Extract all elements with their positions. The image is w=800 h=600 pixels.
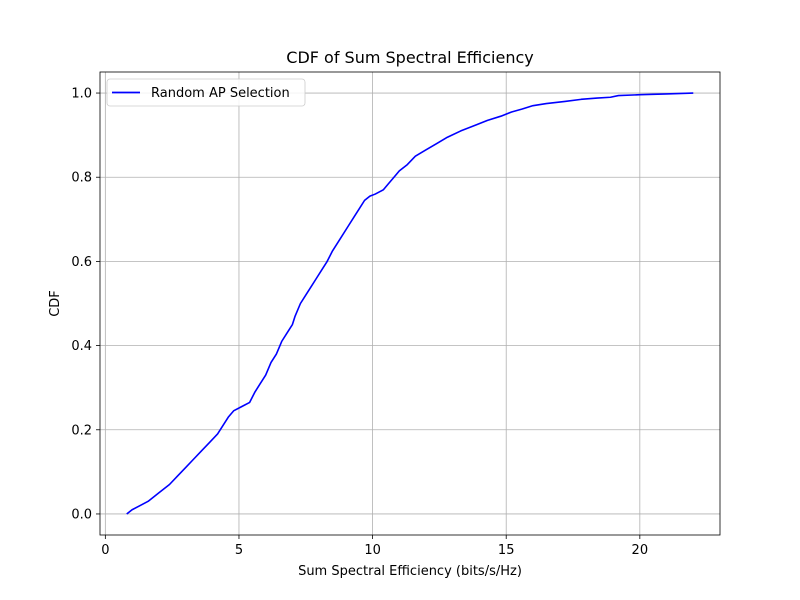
x-tick-label: 10 <box>364 543 381 558</box>
x-tick-label: 20 <box>632 543 649 558</box>
series-line-0 <box>126 92 694 515</box>
y-tick-label: 0.6 <box>71 255 92 270</box>
grid-lines <box>100 72 720 535</box>
y-tick-label: 0.8 <box>71 171 92 186</box>
x-tick-label: 5 <box>235 543 243 558</box>
y-tick-label: 0.0 <box>71 507 92 522</box>
y-tick-label: 0.4 <box>71 339 92 354</box>
legend: Random AP Selection <box>106 78 306 107</box>
legend-label: Random AP Selection <box>151 86 290 101</box>
series-layer <box>126 92 694 515</box>
x-tick-label: 15 <box>498 543 515 558</box>
x-axis-label: Sum Spectral Efficiency (bits/s/Hz) <box>298 564 522 579</box>
axis-ticks: 0 5 10 15 20 0.0 0.2 0.4 0.6 0.8 1.0 <box>71 87 648 558</box>
y-axis-label: CDF <box>48 290 63 317</box>
plot-frame <box>99 71 721 536</box>
x-tick-label: 0 <box>101 543 109 558</box>
chart-title: CDF of Sum Spectral Efficiency <box>286 48 533 67</box>
y-tick-label: 0.2 <box>71 423 92 438</box>
legend-box <box>106 78 306 107</box>
y-tick-label: 1.0 <box>71 87 92 102</box>
